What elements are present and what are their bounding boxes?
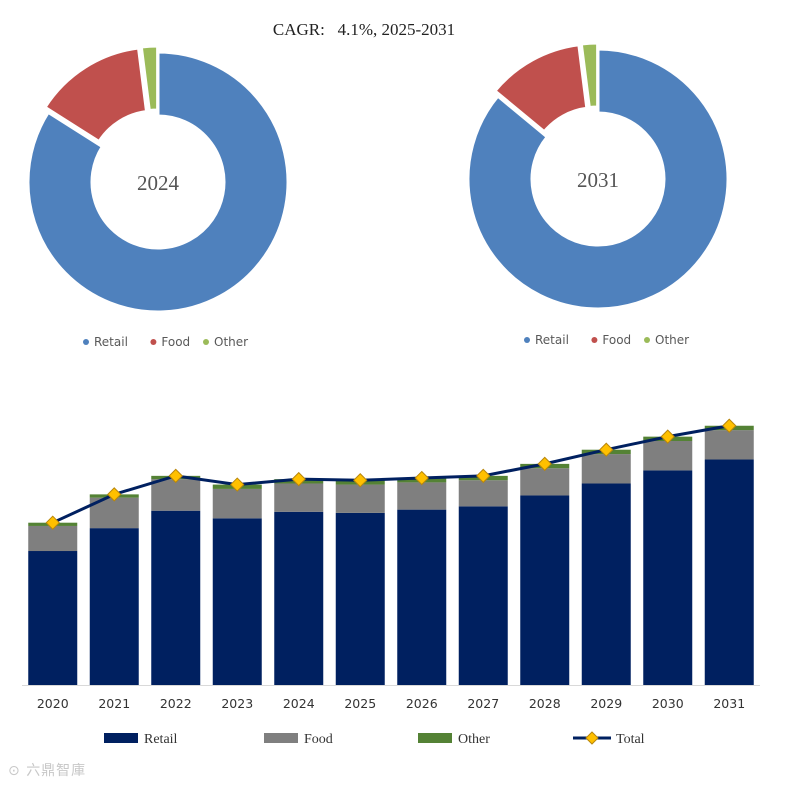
x-tick-label-2026: 2026 [406, 696, 438, 711]
x-tick-label-2025: 2025 [344, 696, 376, 711]
bar-food-2028[interactable] [520, 468, 570, 496]
total-line [52, 424, 730, 525]
legend-swatch-retail [104, 733, 138, 743]
total-marker-2026[interactable] [414, 470, 429, 486]
donut1-slice-food[interactable] [42, 46, 149, 144]
bar-retail-2029[interactable] [581, 483, 631, 685]
legend-label-food: Food [304, 732, 333, 747]
bar-food-2024[interactable] [274, 483, 324, 512]
donut1-legend-label-food: Food [161, 335, 190, 349]
donut1-legend-label-retail: Retail [94, 335, 128, 349]
total-marker-2028[interactable] [537, 456, 552, 472]
bar-food-2030[interactable] [643, 441, 693, 471]
total-marker-2031[interactable] [722, 418, 737, 433]
bar-food-2020[interactable] [28, 525, 78, 552]
bar-food-2031[interactable] [704, 430, 754, 460]
total-marker-2021[interactable] [107, 487, 122, 502]
legend-marker-total [585, 731, 599, 745]
bar-food-2029[interactable] [581, 454, 631, 484]
donut2-legend-label-food: Food [602, 333, 631, 347]
total-marker-2020[interactable] [45, 515, 60, 530]
x-tick-label-2021: 2021 [98, 696, 130, 711]
bar-food-2022[interactable] [151, 479, 201, 511]
donut1-center-label: 2024 [137, 171, 180, 195]
bar-food-2027[interactable] [458, 480, 508, 507]
bar-retail-2028[interactable] [520, 495, 570, 685]
bar-retail-2020[interactable] [28, 551, 78, 685]
watermark-text: 六鼎智庫 [26, 763, 87, 779]
x-tick-label-2020: 2020 [37, 696, 69, 711]
x-tick-label-2031: 2031 [713, 696, 745, 711]
bar-retail-2024[interactable] [274, 511, 324, 685]
bar-retail-2027[interactable] [458, 506, 508, 685]
total-marker-2023[interactable] [230, 477, 245, 492]
donut2-legend-marker-food [591, 337, 598, 343]
donut2-center-label: 2031 [577, 168, 619, 192]
donut1-legend-marker-food [150, 339, 157, 345]
donut1-legend-marker-retail [83, 339, 89, 345]
donut2-slice-other[interactable] [579, 41, 600, 110]
x-tick-label-2022: 2022 [160, 696, 192, 711]
donut1-slice-retail[interactable] [26, 50, 290, 314]
x-tick-label-2030: 2030 [652, 696, 684, 711]
donut2-legend-label-other: Other [655, 333, 689, 347]
total-marker-2025[interactable] [353, 473, 368, 488]
bar-food-2026[interactable] [397, 482, 447, 510]
x-tick-label-2027: 2027 [467, 696, 499, 711]
donut2-legend-marker-retail [524, 337, 530, 343]
bar-retail-2030[interactable] [643, 470, 693, 685]
x-tick-label-2023: 2023 [221, 696, 253, 711]
watermark-logo: ⊙ 六鼎智庫 [8, 763, 87, 779]
bar-food-2023[interactable] [212, 488, 262, 519]
donut2-slice-food[interactable] [492, 43, 589, 134]
total-marker-2024[interactable] [291, 471, 306, 487]
total-marker-2027[interactable] [476, 468, 491, 484]
x-tick-label-2024: 2024 [283, 696, 315, 711]
bar-retail-2031[interactable] [704, 459, 754, 685]
bar-retail-2021[interactable] [89, 528, 139, 685]
donut2-legend-label-retail: Retail [535, 333, 569, 347]
donut2-legend-marker-other [644, 337, 650, 343]
x-tick-label-2028: 2028 [529, 696, 561, 711]
donut1-slice-other[interactable] [139, 44, 160, 113]
donut2-slice-retail[interactable] [466, 47, 730, 311]
total-marker-2022[interactable] [168, 468, 183, 484]
legend-label-retail: Retail [144, 732, 178, 747]
bar-retail-2025[interactable] [335, 512, 385, 685]
chart-title: CAGR: 4.1%, 2025-2031 [272, 20, 456, 39]
bar-retail-2026[interactable] [397, 509, 447, 685]
bar-retail-2023[interactable] [212, 518, 262, 685]
x-tick-label-2029: 2029 [590, 696, 622, 711]
donut1-legend-marker-other [203, 339, 209, 345]
legend-label-total: Total [616, 732, 645, 747]
total-marker-2029[interactable] [599, 442, 614, 457]
legend-swatch-other [418, 733, 452, 743]
total-marker-2030[interactable] [660, 429, 675, 444]
donut1-legend-label-other: Other [214, 335, 248, 349]
bar-food-2025[interactable] [335, 484, 385, 513]
bar-retail-2022[interactable] [151, 510, 201, 685]
legend-swatch-food [264, 733, 298, 743]
legend-label-other: Other [458, 732, 490, 747]
